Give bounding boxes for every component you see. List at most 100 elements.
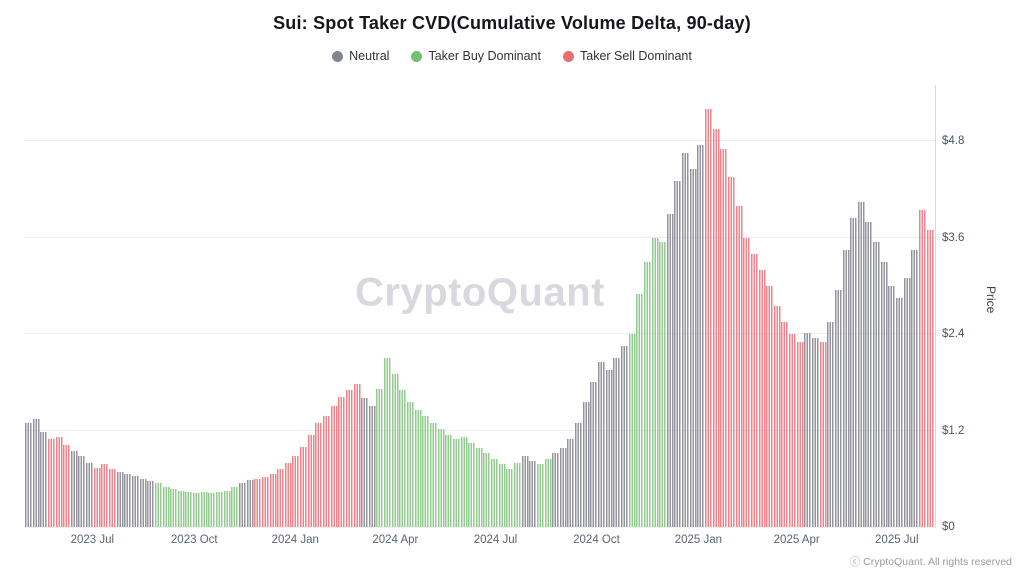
price-bar xyxy=(766,285,774,527)
price-bar xyxy=(25,422,33,527)
price-bar xyxy=(506,469,514,527)
price-bar xyxy=(773,306,782,527)
price-bar xyxy=(353,383,362,527)
price-bar xyxy=(590,382,599,527)
price-bar xyxy=(628,334,637,527)
price-bar xyxy=(307,434,316,527)
price-bar xyxy=(567,438,576,527)
price-bar xyxy=(414,410,423,527)
price-bar xyxy=(796,342,805,527)
price-bar xyxy=(277,469,285,527)
price-bar xyxy=(170,489,178,527)
price-bar xyxy=(575,422,583,527)
price-bar xyxy=(865,221,874,527)
price-bar xyxy=(429,422,438,527)
price-bar xyxy=(620,346,629,527)
price-bar xyxy=(422,416,430,527)
price-bar xyxy=(643,261,652,527)
price-bar xyxy=(880,261,889,527)
price-bar xyxy=(131,476,140,527)
price-bar xyxy=(147,481,155,527)
x-axis-tick: 2023 Jul xyxy=(70,534,115,546)
price-bar xyxy=(460,437,469,527)
price-bar xyxy=(521,456,530,527)
price-bar xyxy=(605,370,614,527)
legend-dot-icon xyxy=(411,50,423,62)
price-bar xyxy=(208,493,217,527)
price-bar xyxy=(720,149,728,527)
price-bar xyxy=(674,181,683,527)
price-bar xyxy=(338,396,346,527)
gridline xyxy=(25,333,935,335)
price-bar xyxy=(452,438,461,527)
legend-label: Taker Sell Dominant xyxy=(580,49,692,63)
price-bar xyxy=(598,362,606,527)
x-axis: 2023 Jul 2023 Oct 2024 Jan 2024 Apr 2024 Jul… xyxy=(25,534,935,550)
price-bar xyxy=(911,249,919,527)
price-bars xyxy=(25,85,935,527)
price-bar xyxy=(659,241,667,527)
price-bar xyxy=(529,461,537,527)
price-bar xyxy=(124,473,132,527)
price-bar xyxy=(315,422,323,527)
price-bar xyxy=(361,398,369,527)
price-bar xyxy=(689,169,698,527)
price-bar xyxy=(55,437,64,527)
legend-label: Neutral xyxy=(349,49,390,63)
y-axis-tick: $3.6 xyxy=(942,231,965,244)
price-bar xyxy=(231,486,239,527)
price-bar xyxy=(903,277,912,527)
price-bar xyxy=(162,486,171,527)
price-bar xyxy=(918,209,927,527)
legend-item-taker-sell-dominant[interactable]: Taker Sell Dominant xyxy=(563,49,692,63)
legend-item-neutral[interactable]: Neutral xyxy=(332,49,389,63)
price-bar xyxy=(514,462,522,527)
x-axis-tick: 2024 Oct xyxy=(573,534,620,546)
price-bar xyxy=(735,205,744,527)
x-axis-tick: 2023 Oct xyxy=(170,534,218,546)
price-bar xyxy=(804,332,812,527)
copyright-notice: ⓒ CryptoQuant. All rights reserved xyxy=(849,556,1012,568)
price-bar xyxy=(200,492,209,527)
price-bar xyxy=(750,253,759,527)
price-bar xyxy=(47,438,56,527)
price-bar xyxy=(712,129,721,527)
legend-item-taker-buy-dominant[interactable]: Taker Buy Dominant xyxy=(411,49,541,63)
price-bar xyxy=(399,390,408,527)
price-bar xyxy=(101,464,110,527)
price-bar xyxy=(437,428,446,527)
price-bar xyxy=(63,445,71,527)
chart-plot-area: CryptoQuant xyxy=(25,85,936,528)
price-bar xyxy=(216,491,224,527)
price-bar xyxy=(613,358,621,527)
price-bar xyxy=(322,416,331,527)
x-axis-tick: 2025 Apr xyxy=(773,534,820,546)
price-bar xyxy=(345,390,354,527)
price-bar xyxy=(552,453,560,527)
price-bar xyxy=(536,464,545,527)
price-bar xyxy=(109,469,117,527)
chart-title: Sui: Spot Taker CVD(Cumulative Volume De… xyxy=(273,13,751,33)
price-bar xyxy=(330,406,339,527)
price-bar xyxy=(636,293,644,527)
price-bar xyxy=(407,402,415,527)
price-bar xyxy=(483,453,492,527)
price-bar xyxy=(781,322,790,527)
x-axis-tick: 2024 Apr xyxy=(372,534,419,546)
price-bar xyxy=(666,213,675,527)
price-bar xyxy=(445,434,453,527)
price-bar xyxy=(86,462,94,527)
price-bar xyxy=(873,241,881,527)
x-axis-tick: 2024 Jul xyxy=(473,534,518,546)
gridline xyxy=(25,429,935,431)
price-bar xyxy=(926,229,935,527)
price-bar xyxy=(40,432,48,527)
price-bar xyxy=(491,458,499,527)
price-bar xyxy=(743,237,751,527)
price-bar xyxy=(819,342,828,527)
price-bar xyxy=(32,418,41,527)
price-bar xyxy=(269,473,278,527)
price-bar xyxy=(246,480,255,527)
price-bar xyxy=(559,448,568,527)
